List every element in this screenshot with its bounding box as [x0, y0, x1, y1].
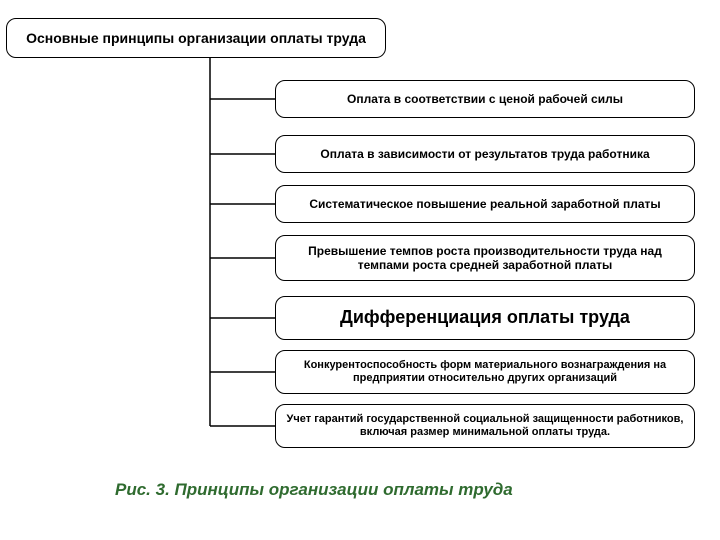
principle-box-6: Конкурентоспособность форм материального… — [275, 350, 695, 394]
principle-box-7: Учет гарантий государственной социальной… — [275, 404, 695, 448]
principle-box-4: Превышение темпов роста производительнос… — [275, 235, 695, 281]
principle-box-2: Оплата в зависимости от результатов труд… — [275, 135, 695, 173]
principle-box-3: Систематическое повышение реальной зараб… — [275, 185, 695, 223]
figure-caption: Рис. 3. Принципы организации оплаты труд… — [115, 480, 513, 500]
principle-box-5: Дифференциация оплаты труда — [275, 296, 695, 340]
principle-box-1: Оплата в соответствии с ценой рабочей си… — [275, 80, 695, 118]
